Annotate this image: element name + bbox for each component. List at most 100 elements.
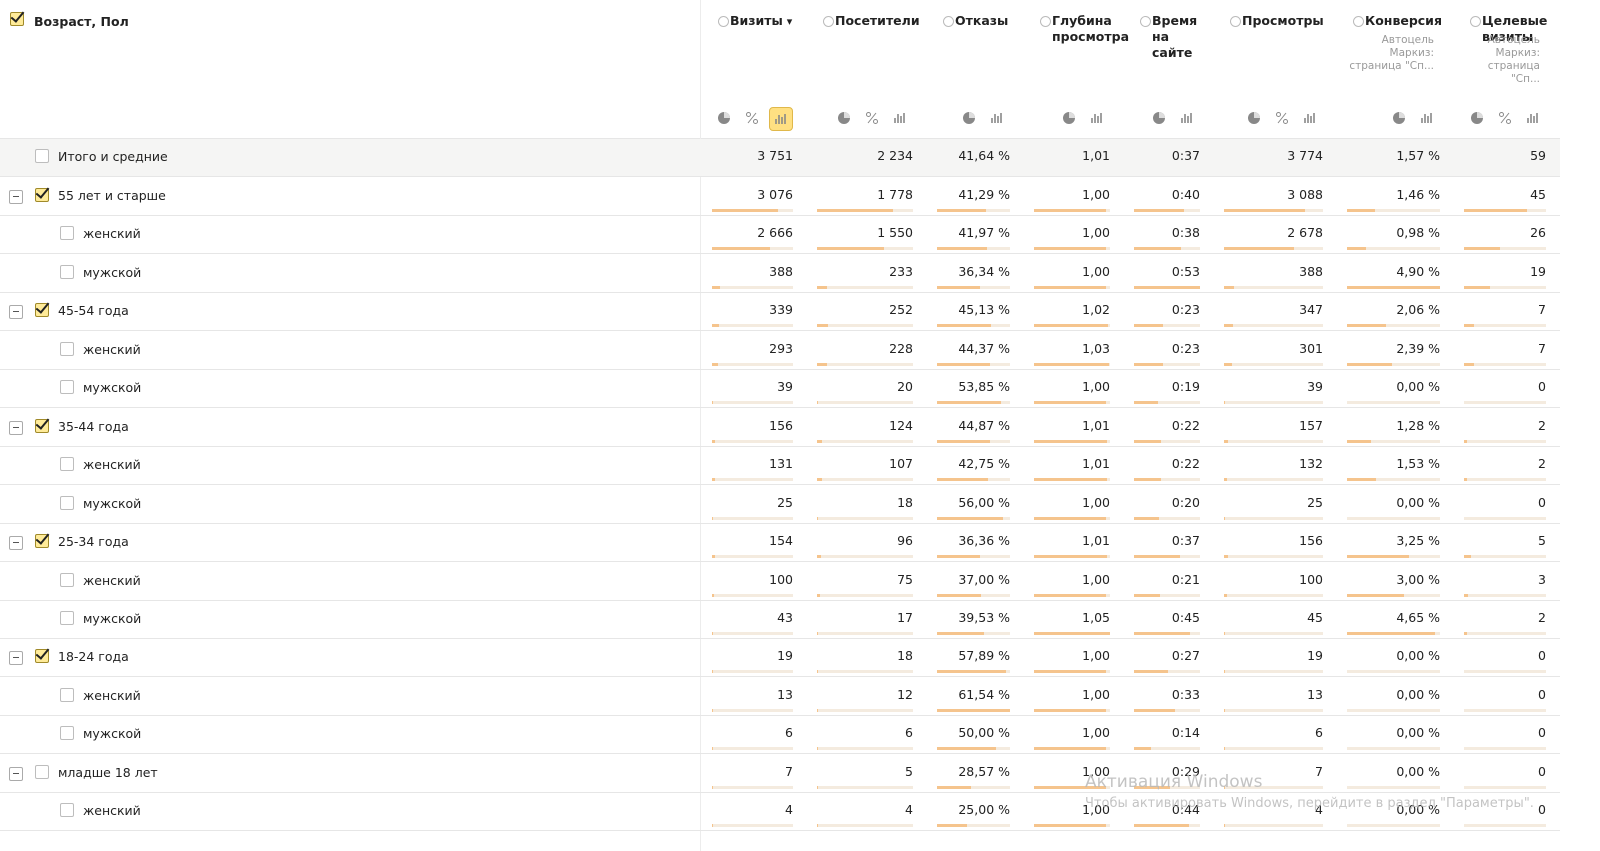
chart-toggle-icon[interactable] [769,107,793,131]
collapse-toggle[interactable] [9,190,23,204]
chart-toggle-icon[interactable] [1416,107,1438,129]
chart-toggle-icon[interactable] [1299,107,1321,129]
collapse-toggle[interactable] [9,651,23,666]
chart-toggle-icon[interactable] [1466,107,1488,129]
chart-toggle-icon[interactable] [713,107,735,129]
value-bar [937,747,997,751]
chart-toggle-icon[interactable] [1494,107,1516,129]
bar-track [1464,247,1546,251]
row-checkbox[interactable] [60,572,74,587]
row-checkbox[interactable] [60,495,74,510]
column-header[interactable]: Время на сайте [1152,13,1198,60]
value-bar [1224,631,1226,635]
bar-track [712,478,793,482]
chart-toggle-icon[interactable] [1522,107,1544,129]
cell-value: 252 [889,302,913,318]
chart-toggle-icon[interactable] [1058,107,1080,129]
bar-track [1224,555,1323,559]
row-checkbox[interactable] [60,803,74,818]
row-checkbox[interactable] [60,726,74,741]
value-bar [712,439,716,443]
cell-value: 0,00 % [1396,379,1440,395]
chart-toggle-icon[interactable] [741,107,763,129]
column-header[interactable]: Целевые визиты [1482,13,1548,44]
chart-toggle-icon[interactable] [1243,107,1265,129]
column-header[interactable]: Глубина просмотра [1052,13,1130,44]
info-icon [1470,16,1481,27]
row-checkbox[interactable] [35,418,49,433]
column-header[interactable]: Отказы [955,13,1009,28]
cell-value: 301 [1299,340,1323,356]
cell-value: 0:53 [1171,263,1200,279]
cell-value: 4,65 % [1396,609,1440,625]
row-border [0,714,1560,716]
bar-track [1464,439,1546,443]
bar-track [1347,708,1440,712]
chart-toggle-icon[interactable] [1176,107,1198,129]
row-checkbox[interactable] [60,341,74,356]
value-bar [1464,324,1474,328]
cell-value: 59 [1530,148,1546,163]
value-bar [937,555,981,559]
bar-track [712,593,793,597]
column-header[interactable]: Конверсия [1365,13,1442,28]
collapse-toggle[interactable] [9,536,23,551]
row-checkbox[interactable] [60,457,74,472]
row-border [0,830,1560,832]
column-header[interactable]: Просмотры [1242,13,1324,28]
cell-value: 1,05 [1082,609,1110,625]
bar-track [1224,593,1323,597]
column-header[interactable]: Визиты [730,13,801,30]
cell-value: 0 [1538,802,1546,818]
bar-track [817,670,913,674]
cell-value: 0:22 [1171,417,1200,433]
row-checkbox[interactable] [60,610,74,625]
bar-track [817,285,913,289]
cell-value: 13 [1307,686,1323,702]
value-bar [1224,593,1227,597]
info-icon [1140,16,1151,27]
row-checkbox[interactable] [60,380,74,395]
cell-value: 2 678 [1287,225,1323,241]
bar-track [712,285,793,289]
row-checkbox[interactable] [60,264,74,279]
chart-toggle-icon[interactable] [1388,107,1410,129]
chart-toggle-icon[interactable] [861,107,883,129]
value-bar [937,439,991,443]
row-checkbox[interactable] [35,534,49,549]
collapse-toggle[interactable] [9,420,23,435]
cell-value: 0:44 [1171,802,1200,818]
row-checkbox[interactable] [35,149,49,163]
chart-toggle-icon[interactable] [1148,107,1170,129]
bar-track [817,631,913,635]
value-bar [1034,324,1108,328]
column-header[interactable]: Посетители [835,13,920,28]
collapse-toggle[interactable] [9,305,23,320]
collapse-toggle[interactable] [9,766,23,781]
row-checkbox[interactable] [60,687,74,702]
row-checkbox[interactable] [60,226,74,241]
bar-track [817,555,913,559]
value-bar [937,478,988,482]
cell-value: 19 [1307,648,1323,664]
row-checkbox[interactable] [35,303,49,318]
cell-value: 1 550 [877,225,913,241]
row-checkbox[interactable] [35,764,49,779]
value-bar [817,324,828,328]
chart-toggle-icon[interactable] [833,107,855,129]
cell-value: 0,00 % [1396,725,1440,741]
value-bar [1464,362,1474,366]
chart-toggle-icon[interactable] [958,107,980,129]
value-bar [1034,785,1107,789]
chart-toggle-icon[interactable] [1271,107,1293,129]
chart-toggle-icon[interactable] [986,107,1008,129]
chart-toggle-icon[interactable] [1086,107,1108,129]
bar-track [1464,747,1546,751]
chart-toggle-icon[interactable] [889,107,911,129]
bar-track [1347,747,1440,751]
cell-value: 0 [1538,725,1546,741]
row-checkbox[interactable] [35,188,49,202]
dimension-checkbox[interactable] [10,12,24,26]
row-checkbox[interactable] [35,649,49,664]
cell-value: 18 [897,494,913,510]
